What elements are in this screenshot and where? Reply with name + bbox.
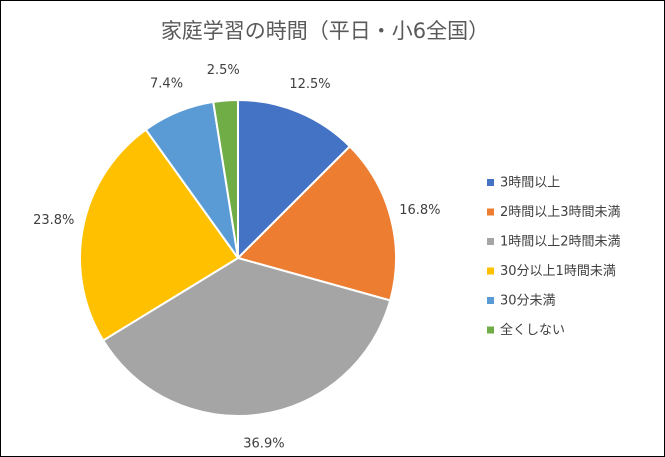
- legend-marker: [487, 326, 494, 334]
- legend-label: 1時間以上2時間未満: [500, 235, 621, 250]
- legend-label: 2時間以上3時間未満: [500, 205, 621, 220]
- data-label: 12.5%: [289, 77, 330, 92]
- legend-marker: [487, 179, 494, 186]
- legend-marker: [487, 238, 494, 245]
- data-label: 36.9%: [243, 437, 284, 452]
- data-label: 23.8%: [33, 213, 74, 228]
- legend-marker: [487, 208, 494, 216]
- chart-title: 家庭学習の時間（平日・小6全国）: [161, 19, 489, 43]
- pie-slice: [237, 98, 352, 261]
- legend-marker: [487, 267, 494, 275]
- data-label: 7.4%: [150, 77, 183, 92]
- pie-slice: [79, 128, 240, 342]
- pie-slice: [212, 98, 239, 259]
- data-label: 2.5%: [207, 63, 240, 78]
- pie-slice: [236, 144, 397, 302]
- legend-label: 3時間以上: [500, 176, 560, 191]
- legend-marker: [487, 297, 494, 304]
- legend-label: 30分未満: [500, 294, 556, 309]
- data-label: 16.8%: [399, 203, 440, 218]
- legend-label: 全くしない: [500, 322, 565, 338]
- legend-label: 30分以上1時間未満: [500, 264, 616, 279]
